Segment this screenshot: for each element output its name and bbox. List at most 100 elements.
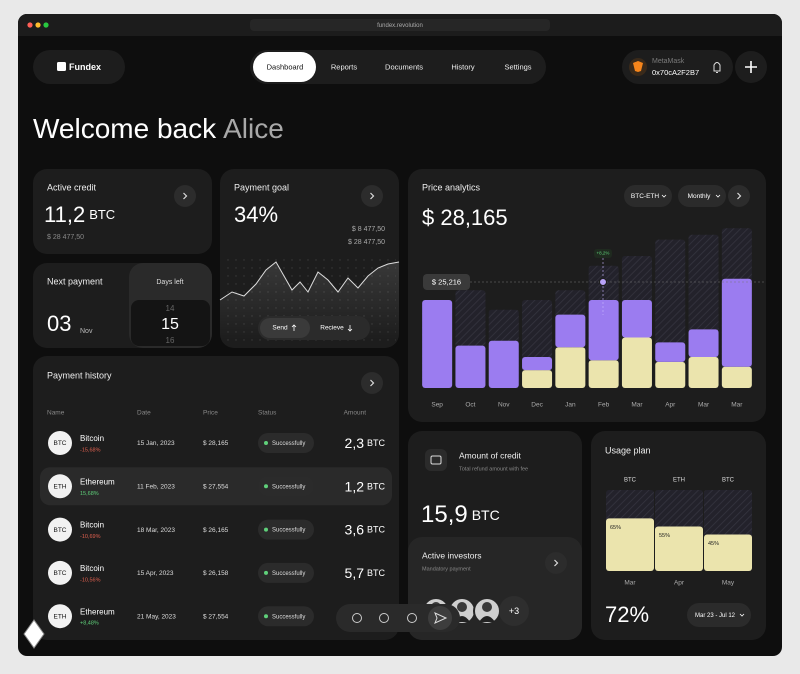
nav-item[interactable]: Dashboard [267, 62, 304, 71]
bar-label: 65% [610, 525, 621, 531]
arrow-button[interactable] [361, 185, 383, 207]
more-label: +3 [509, 606, 519, 616]
marker-point [599, 278, 607, 286]
bar-segment [588, 299, 619, 361]
bell-icon[interactable] [713, 62, 721, 73]
toolbar-active[interactable] [428, 606, 452, 630]
status-pill [258, 476, 314, 497]
chevron-icon [737, 192, 742, 200]
chevron-down [715, 194, 721, 198]
bar [655, 526, 703, 571]
card-title: Usage plan [605, 445, 651, 455]
coin-icon [48, 560, 72, 585]
bar-segment [621, 299, 652, 338]
nav-active[interactable] [253, 52, 316, 82]
selector-pill[interactable] [624, 185, 672, 207]
row-date: 18 Mar, 2023 [137, 527, 175, 534]
coin-icon [48, 604, 72, 629]
amount-value: 5,7 [345, 565, 365, 581]
column-header: Amount [344, 410, 367, 417]
day-option: 14 [166, 304, 175, 313]
fox-icon [633, 61, 643, 72]
wallet-name: MetaMask [652, 58, 685, 65]
toolbar-icon[interactable] [379, 613, 389, 623]
coin-change: +8,48% [80, 621, 99, 627]
coin-symbol: BTC [54, 440, 67, 447]
row-date: 15 Jan, 2023 [137, 440, 175, 447]
row-date: 15 Apr, 2023 [137, 570, 174, 577]
status-dot [264, 570, 268, 575]
nav-pill [250, 50, 546, 84]
send-icon [434, 612, 448, 624]
nav-item[interactable]: History [451, 62, 475, 71]
usage-value: 72% [605, 602, 649, 627]
avatar-head [457, 602, 467, 612]
credit-value-unit: BTC [472, 507, 500, 523]
coin-symbol: ETH [54, 484, 67, 491]
x-tick-label: May [722, 580, 735, 587]
x-tick-label: Nov [498, 402, 510, 409]
arrow-button[interactable] [361, 372, 383, 394]
bar-segment [655, 361, 686, 388]
bar-segment [688, 357, 719, 388]
status-dot [264, 441, 268, 445]
window-dot[interactable] [43, 22, 49, 28]
chevron-icon [370, 379, 375, 387]
coin-name: Ethereum [80, 607, 115, 616]
wallet-pill[interactable] [622, 50, 733, 84]
url: fundex.revolution [377, 23, 423, 29]
arrow-button[interactable] [545, 552, 567, 574]
amount-value: 1,2 [345, 478, 365, 494]
arrow-button[interactable] [728, 185, 750, 207]
bar-segment [655, 342, 686, 362]
credit-icon [430, 455, 442, 465]
window-dot[interactable] [35, 22, 41, 28]
browser-toolbar-bottom [18, 28, 782, 36]
coin-name: Bitcoin [80, 564, 104, 573]
reference-pill [423, 274, 470, 290]
reference-label: $ 25,216 [432, 277, 461, 286]
coin-symbol: BTC [54, 527, 67, 534]
day-option: 16 [166, 336, 175, 345]
nav-item[interactable]: Documents [385, 62, 423, 71]
selector-pill[interactable] [678, 185, 726, 207]
nav-item[interactable]: Reports [331, 62, 358, 71]
chevron-down [661, 194, 667, 198]
user-name: Alice [223, 113, 284, 144]
column-header: Price [203, 410, 218, 417]
x-tick-label: Mar [631, 402, 643, 409]
credit-icon-box [425, 449, 447, 471]
coin-change: -10,56% [80, 577, 101, 583]
corner-logo [23, 619, 45, 649]
row-amount: 2,3 BTC [345, 435, 386, 451]
window-dot[interactable] [27, 22, 33, 28]
days-selected [131, 300, 210, 346]
bar-segment [522, 370, 553, 388]
series-label: BTC [722, 478, 735, 484]
send-button[interactable] [260, 318, 310, 338]
avatar-body [479, 616, 495, 622]
x-tick-label: Feb [598, 402, 610, 409]
chevron-icon [370, 192, 375, 200]
bar-label: 55% [659, 533, 670, 539]
welcome-heading: Welcome back Alice [33, 113, 284, 144]
arrow-button[interactable] [174, 185, 196, 207]
x-tick-label: Sep [431, 402, 443, 409]
status-pill [258, 433, 314, 453]
bar [606, 518, 654, 571]
credit-value-value: 15,9 [421, 501, 468, 528]
x-tick-label: Dec [531, 402, 543, 409]
row-price: $ 28,165 [203, 440, 229, 447]
bar-segment [688, 329, 719, 358]
coin-icon [48, 474, 72, 499]
row-price: $ 26,158 [203, 570, 229, 577]
toolbar-icon[interactable] [407, 613, 417, 623]
amount-unit: BTC [367, 568, 386, 578]
nav-item[interactable]: Settings [504, 62, 531, 71]
credit-value: 15,9 BTC [421, 501, 500, 528]
toolbar-icon[interactable] [352, 613, 362, 623]
status-pill [258, 606, 314, 627]
range-pill[interactable] [687, 603, 751, 627]
more-investors[interactable] [499, 596, 529, 626]
